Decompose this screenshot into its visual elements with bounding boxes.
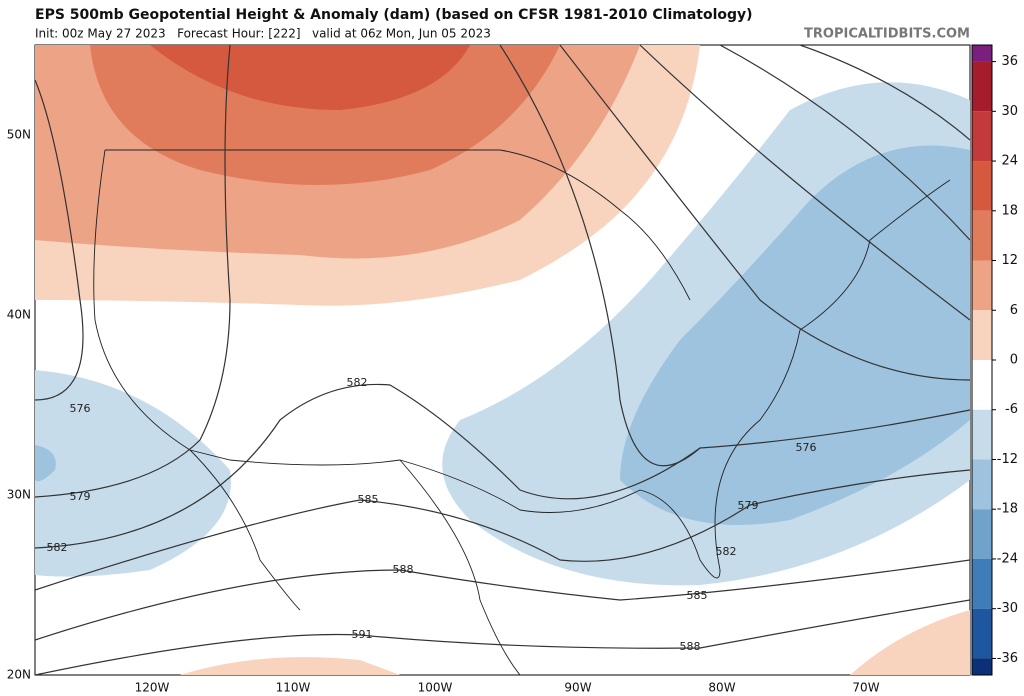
colorbar-label: -18 [997, 502, 1018, 517]
colorbar-bin [972, 161, 992, 211]
contour-label: 591 [352, 628, 373, 641]
colorbar-label: 24 [1001, 154, 1018, 169]
colorbar-bin [972, 61, 992, 112]
colorbar-label: 18 [1001, 203, 1018, 218]
lon-label: 120W [135, 681, 170, 695]
colorbar-label: -24 [997, 551, 1018, 566]
colorbar-bin [972, 45, 992, 62]
colorbar-label: -30 [997, 601, 1018, 616]
contour-label: 576 [70, 402, 91, 415]
colorbar-label: 36 [1001, 54, 1018, 69]
colorbar-bin [972, 558, 992, 609]
contour-label: 588 [393, 563, 414, 576]
contour-line [499, 45, 970, 467]
colorbar-label: -6 [1005, 402, 1018, 417]
site-name: TROPICALTIDBITS.COM [804, 27, 970, 42]
contour-label: 588 [680, 640, 701, 653]
lat-label: 20N [7, 668, 31, 682]
colorbar-label: 12 [1001, 253, 1018, 268]
lon-label: 100W [418, 681, 453, 695]
contour-line [35, 599, 970, 675]
coastline [189, 449, 521, 675]
colorbar-label: -12 [997, 452, 1018, 467]
colorbar-bin [972, 260, 992, 311]
anomaly-fill [35, 445, 56, 482]
lat-label: 40N [7, 308, 31, 322]
colorbar-bin [972, 658, 992, 675]
anomaly-fill [35, 370, 231, 577]
colorbar-bin [972, 310, 992, 360]
colorbar-bin [972, 509, 992, 559]
map-area: 576 579 582 582 585 588 591 576 579 582 … [34, 44, 971, 676]
colorbar-bin [972, 608, 992, 659]
contour-label: 582 [347, 376, 368, 389]
contour-label: 585 [358, 493, 379, 506]
contour-label: 585 [687, 589, 708, 602]
colorbar: 36 30 24 18 12 6 0 -6 -12 -18 -24 -30 -36 [971, 44, 1018, 676]
contour-line [35, 45, 231, 498]
subtitle: Init: 00z May 27 2023 Forecast Hour: [22… [35, 27, 491, 41]
lon-label: 70W [852, 681, 879, 695]
lon-label: 90W [564, 681, 591, 695]
contour-label: 579 [738, 499, 759, 512]
contour-line [35, 79, 84, 401]
colorbar-bin [972, 459, 992, 510]
anomaly-fill [180, 610, 970, 675]
colorbar-label: 0 [1010, 353, 1018, 368]
anomaly-fill [620, 145, 970, 526]
contour-label: 582 [47, 541, 68, 554]
lon-label: 110W [276, 681, 311, 695]
contour-line [35, 383, 970, 549]
contour-line [35, 469, 970, 591]
colorbar-bin [972, 409, 992, 460]
lon-label: 80W [708, 681, 735, 695]
contour-label: 576 [796, 441, 817, 454]
lat-label: 50N [7, 128, 31, 142]
contour-line [35, 559, 970, 641]
coastline [93, 149, 951, 579]
colorbar-bin [972, 111, 992, 162]
colorbar-label: 30 [1001, 104, 1018, 119]
colorbar-bin [972, 360, 992, 410]
contour-label: 582 [716, 545, 737, 558]
colorbar-label: 6 [1010, 303, 1018, 318]
contour-label: 579 [70, 490, 91, 503]
lat-label: 30N [7, 488, 31, 502]
colorbar-bin [972, 210, 992, 261]
anomaly-fill [150, 45, 470, 110]
colorbar-label: -36 [997, 651, 1018, 666]
title: EPS 500mb Geopotential Height & Anomaly … [35, 7, 753, 23]
